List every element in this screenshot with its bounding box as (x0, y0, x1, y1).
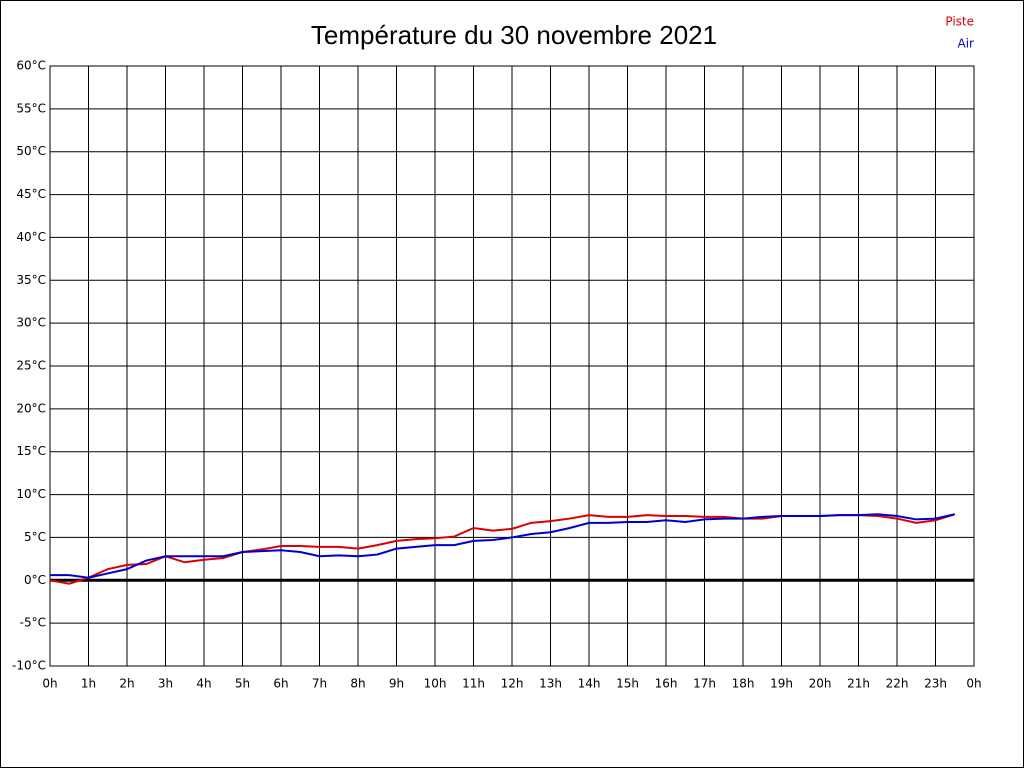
x-tick-label: 20h (809, 677, 832, 691)
x-tick-label: 0h (966, 677, 981, 691)
y-tick-label: -10°C (12, 659, 46, 673)
x-tick-label: 16h (655, 677, 678, 691)
legend-label: Air (958, 37, 975, 51)
x-tick-label: 2h (119, 677, 134, 691)
y-tick-label: 0°C (24, 573, 46, 587)
x-tick-label: 7h (312, 677, 327, 691)
x-tick-label: 5h (235, 677, 250, 691)
y-tick-label: 30°C (16, 316, 46, 330)
y-tick-label: 35°C (16, 273, 46, 287)
y-tick-label: 20°C (16, 401, 46, 415)
x-tick-label: 9h (389, 677, 404, 691)
x-tick-label: 14h (578, 677, 601, 691)
x-tick-label: 10h (424, 677, 447, 691)
x-tick-label: 1h (81, 677, 96, 691)
x-tick-label: 19h (770, 677, 793, 691)
y-tick-label: 55°C (16, 101, 46, 115)
x-tick-label: 6h (273, 677, 288, 691)
x-tick-label: 0h (42, 677, 57, 691)
y-tick-label: -5°C (20, 616, 46, 630)
y-tick-label: 25°C (16, 359, 46, 373)
series-line (50, 513, 955, 579)
y-tick-label: 40°C (16, 230, 46, 244)
x-tick-label: 4h (196, 677, 211, 691)
x-tick-label: 3h (158, 677, 173, 691)
x-tick-label: 17h (693, 677, 716, 691)
x-tick-label: 22h (886, 677, 909, 691)
x-tick-label: 11h (462, 677, 485, 691)
y-tick-label: 10°C (16, 487, 46, 501)
x-tick-label: 23h (924, 677, 947, 691)
legend-label: Piste (945, 15, 974, 29)
x-tick-label: 12h (501, 677, 524, 691)
x-tick-label: 13h (539, 677, 562, 691)
y-tick-label: 45°C (16, 187, 46, 201)
y-tick-label: 50°C (16, 144, 46, 158)
x-tick-label: 15h (616, 677, 639, 691)
chart-title: Température du 30 novembre 2021 (311, 20, 717, 50)
y-tick-label: 60°C (16, 59, 46, 73)
x-tick-label: 8h (350, 677, 365, 691)
x-tick-label: 21h (847, 677, 870, 691)
y-tick-label: 15°C (16, 444, 46, 458)
y-tick-label: 5°C (24, 530, 46, 544)
x-tick-label: 18h (732, 677, 755, 691)
